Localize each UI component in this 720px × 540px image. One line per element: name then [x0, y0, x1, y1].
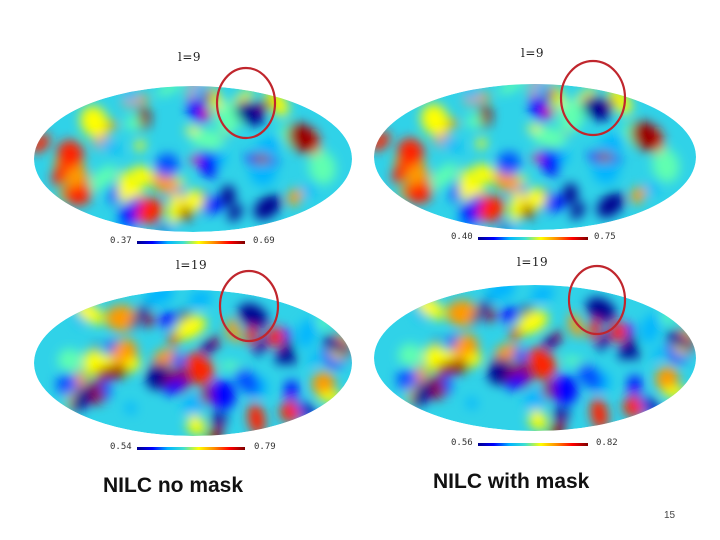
colorbar-min-label: 0.56	[451, 438, 473, 448]
map-panel-mask-l9: l=9 0.40 0.75	[0, 0, 720, 255]
map-panel-nomask-l9: l=9 0.37 0.69	[0, 0, 360, 255]
map-panel-mask-l19: l=19 0.56 0.82	[374, 255, 696, 448]
caption-no-mask: NILC no mask	[103, 474, 244, 497]
colorbar	[137, 447, 245, 450]
sky-map-field	[374, 285, 696, 431]
sky-map-field	[374, 84, 696, 230]
map-title: l=9	[521, 46, 545, 60]
colorbar	[137, 241, 245, 244]
mollweide-map	[34, 66, 352, 244]
mollweide-map	[374, 264, 696, 446]
colorbar	[478, 443, 588, 446]
highlight-circle	[215, 66, 277, 140]
map-title: l=19	[517, 255, 549, 269]
mollweide-map	[374, 59, 696, 240]
colorbar-max-label: 0.75	[594, 232, 616, 242]
colorbar-min-label: 0.54	[110, 442, 132, 452]
highlight-circle	[567, 264, 627, 336]
highlight-circle	[559, 59, 627, 137]
map-title: l=9	[178, 50, 202, 64]
colorbar	[478, 237, 588, 240]
colorbar-max-label: 0.69	[253, 236, 275, 246]
mollweide-map	[34, 269, 352, 450]
sky-map-field	[34, 86, 352, 232]
map-panel-nomask-l19: l=19 0.54 0.79	[0, 0, 360, 460]
colorbar-min-label: 0.37	[110, 236, 132, 246]
caption-with-mask: NILC with mask	[433, 470, 590, 493]
page-number: 15	[664, 510, 676, 521]
map-title: l=19	[176, 258, 208, 272]
highlight-circle	[218, 269, 280, 343]
colorbar-max-label: 0.79	[254, 442, 276, 452]
colorbar-max-label: 0.82	[596, 438, 618, 448]
colorbar-min-label: 0.40	[451, 232, 473, 242]
